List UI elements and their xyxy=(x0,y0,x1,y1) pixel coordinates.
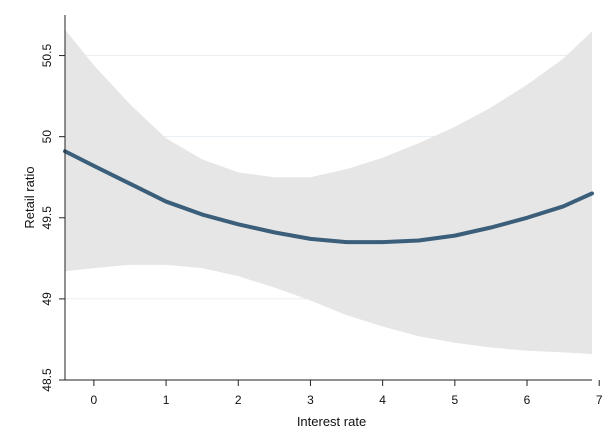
y-tick-label: 49.5 xyxy=(40,206,54,230)
x-tick-label: 4 xyxy=(379,393,386,407)
x-axis-title: Interest rate xyxy=(297,414,366,429)
y-tick-label: 48.5 xyxy=(40,368,54,392)
x-tick-label: 5 xyxy=(451,393,458,407)
x-tick-label: 6 xyxy=(524,393,531,407)
y-tick-label: 50.5 xyxy=(40,44,54,68)
x-tick-label: 7 xyxy=(596,393,602,407)
confidence-band xyxy=(65,29,592,355)
y-tick-label: 50 xyxy=(40,130,54,144)
x-tick-label: 1 xyxy=(163,393,170,407)
ticks-layer: 0 1 2 3 4 5 6 7 48.5 49 49.5 50 50.5 xyxy=(40,44,602,407)
y-tick-label: 49 xyxy=(40,292,54,306)
x-tick-label: 0 xyxy=(91,393,98,407)
x-tick-label: 3 xyxy=(307,393,314,407)
fitted-line xyxy=(63,149,594,245)
y-axis-title: Retail ratio xyxy=(22,166,37,228)
x-tick-label: 2 xyxy=(235,393,242,407)
